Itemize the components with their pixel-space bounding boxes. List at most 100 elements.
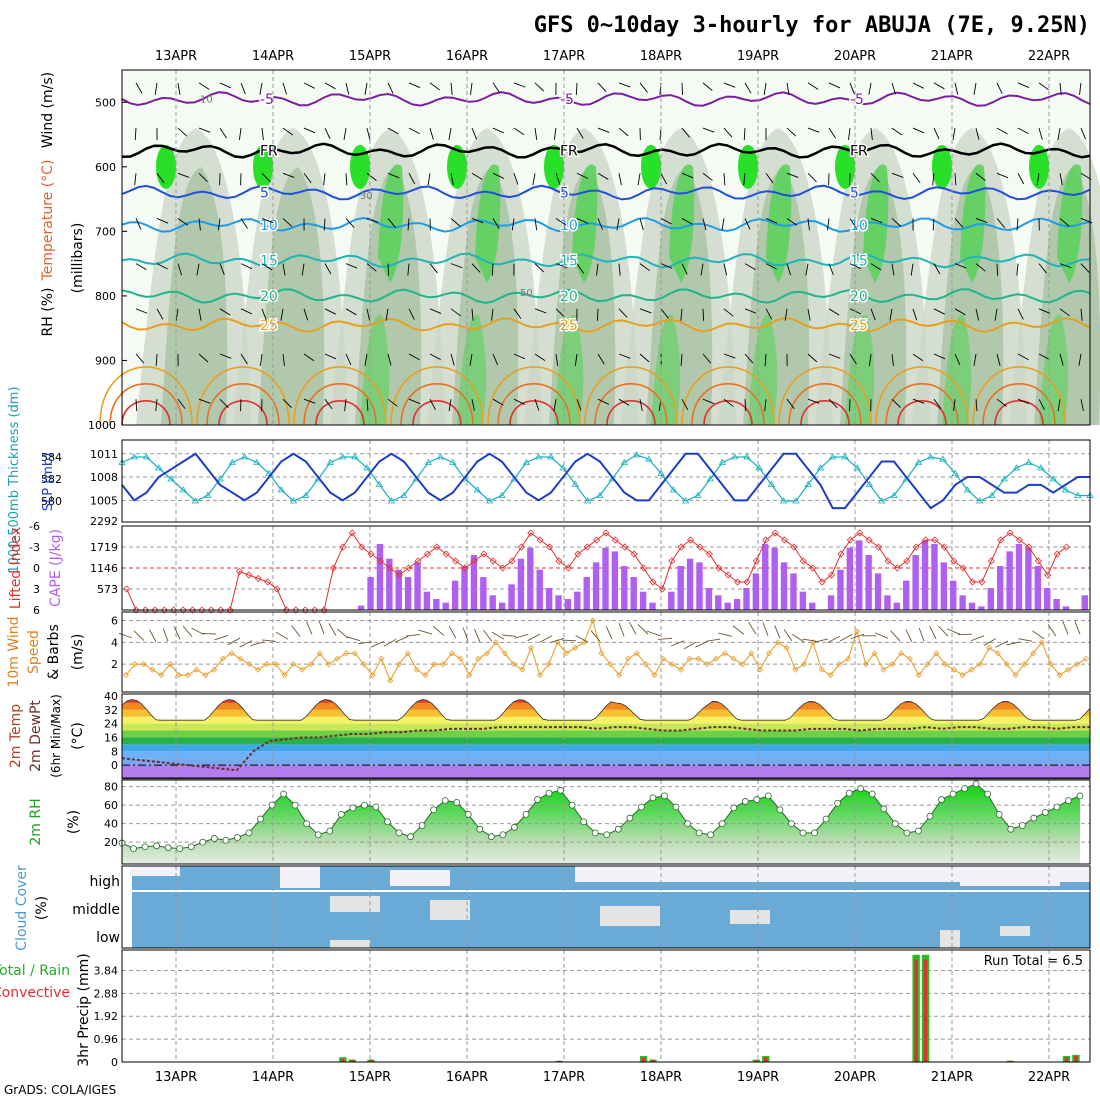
wind-barb (301, 263, 305, 276)
rh-marker (753, 796, 761, 803)
isotherm-dome (109, 383, 183, 426)
wind-barb (975, 263, 986, 272)
wind-barb (639, 399, 643, 412)
li-marker (978, 578, 986, 586)
rh-marker (476, 825, 484, 833)
isotherm-label: 10 (260, 218, 278, 234)
wind-speed-marker (563, 650, 570, 657)
cape-bar (404, 577, 412, 610)
li-marker (724, 571, 732, 579)
cape-bar (696, 562, 703, 610)
cape-bar (997, 566, 1004, 610)
rh-marker (822, 815, 830, 823)
wind-speed-marker (633, 650, 640, 657)
rh-marker (545, 789, 553, 797)
li-marker (151, 606, 159, 614)
wind-barb (427, 173, 431, 186)
wind-speed-marker (660, 655, 667, 662)
wind-barb (975, 308, 980, 321)
cape-bar (959, 595, 966, 610)
wind-barb (303, 353, 315, 362)
cape-tick: 1146 (90, 562, 118, 575)
wind-barb (513, 308, 522, 319)
cape-bar (978, 606, 985, 610)
wind-barb (534, 263, 545, 273)
cape-bar (715, 595, 722, 610)
wind-speed-marker (994, 650, 1001, 657)
panel-frame (121, 439, 1091, 523)
rh-marker (603, 831, 611, 839)
wind-barb (933, 398, 942, 410)
cape-bar (780, 562, 788, 610)
wind-barb (471, 172, 483, 180)
isotherm-line (121, 216, 1091, 233)
precip-convective-bar (914, 959, 918, 1062)
wind-barb (954, 263, 967, 269)
wind-barb (177, 218, 189, 226)
wind-speed-marker (757, 666, 764, 673)
wind-barb (492, 127, 505, 134)
isotherm-dome (584, 366, 678, 426)
wind-barb (996, 127, 1008, 135)
dewpoint-line (121, 726, 1090, 772)
isotherm-dome (800, 400, 850, 426)
thickness-marker (632, 451, 641, 458)
wind-barb (553, 128, 557, 141)
temp-tick: 24 (104, 718, 118, 731)
cape-bar (574, 591, 581, 610)
wind-speed-marker (369, 672, 376, 679)
rh-marker (834, 799, 842, 807)
wind-barb-10m (448, 625, 457, 639)
li-marker (903, 557, 911, 565)
wind-speed-marker (713, 655, 720, 662)
wind-barb-10m (1074, 621, 1081, 635)
rh-marker (487, 833, 495, 840)
rh-marker (684, 820, 691, 828)
precip-convective-bar (651, 1059, 655, 1062)
thickness-marker (142, 453, 151, 460)
cape-bar (1081, 595, 1088, 610)
wind-speed-marker (580, 639, 588, 646)
rh-marker (915, 827, 922, 835)
thickness-marker (522, 458, 531, 465)
li-marker (245, 571, 253, 579)
isotherm-dome (691, 383, 765, 426)
wind-barb (891, 353, 894, 366)
rh-marker (395, 829, 403, 837)
wind-speed-marker (281, 672, 288, 679)
li-marker (856, 529, 864, 537)
thickness-marker (779, 497, 788, 504)
wind-barb (805, 263, 809, 276)
thickness-marker (755, 464, 763, 471)
wind-barb-10m (718, 632, 733, 637)
thickness-marker (571, 480, 580, 487)
wind-barb (135, 308, 148, 314)
wind-barb (1059, 173, 1063, 186)
slp-line (121, 452, 1090, 510)
wind-barb-10m (706, 638, 721, 642)
wind-barb (1038, 353, 1050, 361)
cape-bar (921, 540, 929, 610)
pressure-tick: 800 (95, 290, 116, 303)
wind-barb (534, 128, 538, 141)
wind-barb-10m (191, 627, 205, 635)
wind-barb-10m (201, 633, 217, 635)
cape-bar (621, 566, 628, 610)
wind-barb (744, 353, 754, 364)
rh-tick: 80 (104, 781, 118, 794)
cloud-unit-label: (%) (34, 896, 50, 920)
rh-marker (730, 804, 738, 812)
wind-axis-label: Wind (m/s) (40, 72, 56, 148)
wind-barb-10m (550, 637, 565, 643)
wind-barb-10m (1062, 621, 1069, 635)
cape-bar (912, 555, 919, 610)
li-marker (470, 557, 478, 565)
wind-speed-marker (1021, 661, 1028, 668)
cape-bar (1015, 544, 1023, 610)
isotherm-dome (293, 366, 387, 426)
wind-barb (366, 263, 377, 272)
wind-barb-10m (946, 628, 961, 635)
temp-band (122, 699, 1090, 703)
wind-speed-marker (589, 617, 596, 624)
wind-barb (259, 353, 263, 366)
